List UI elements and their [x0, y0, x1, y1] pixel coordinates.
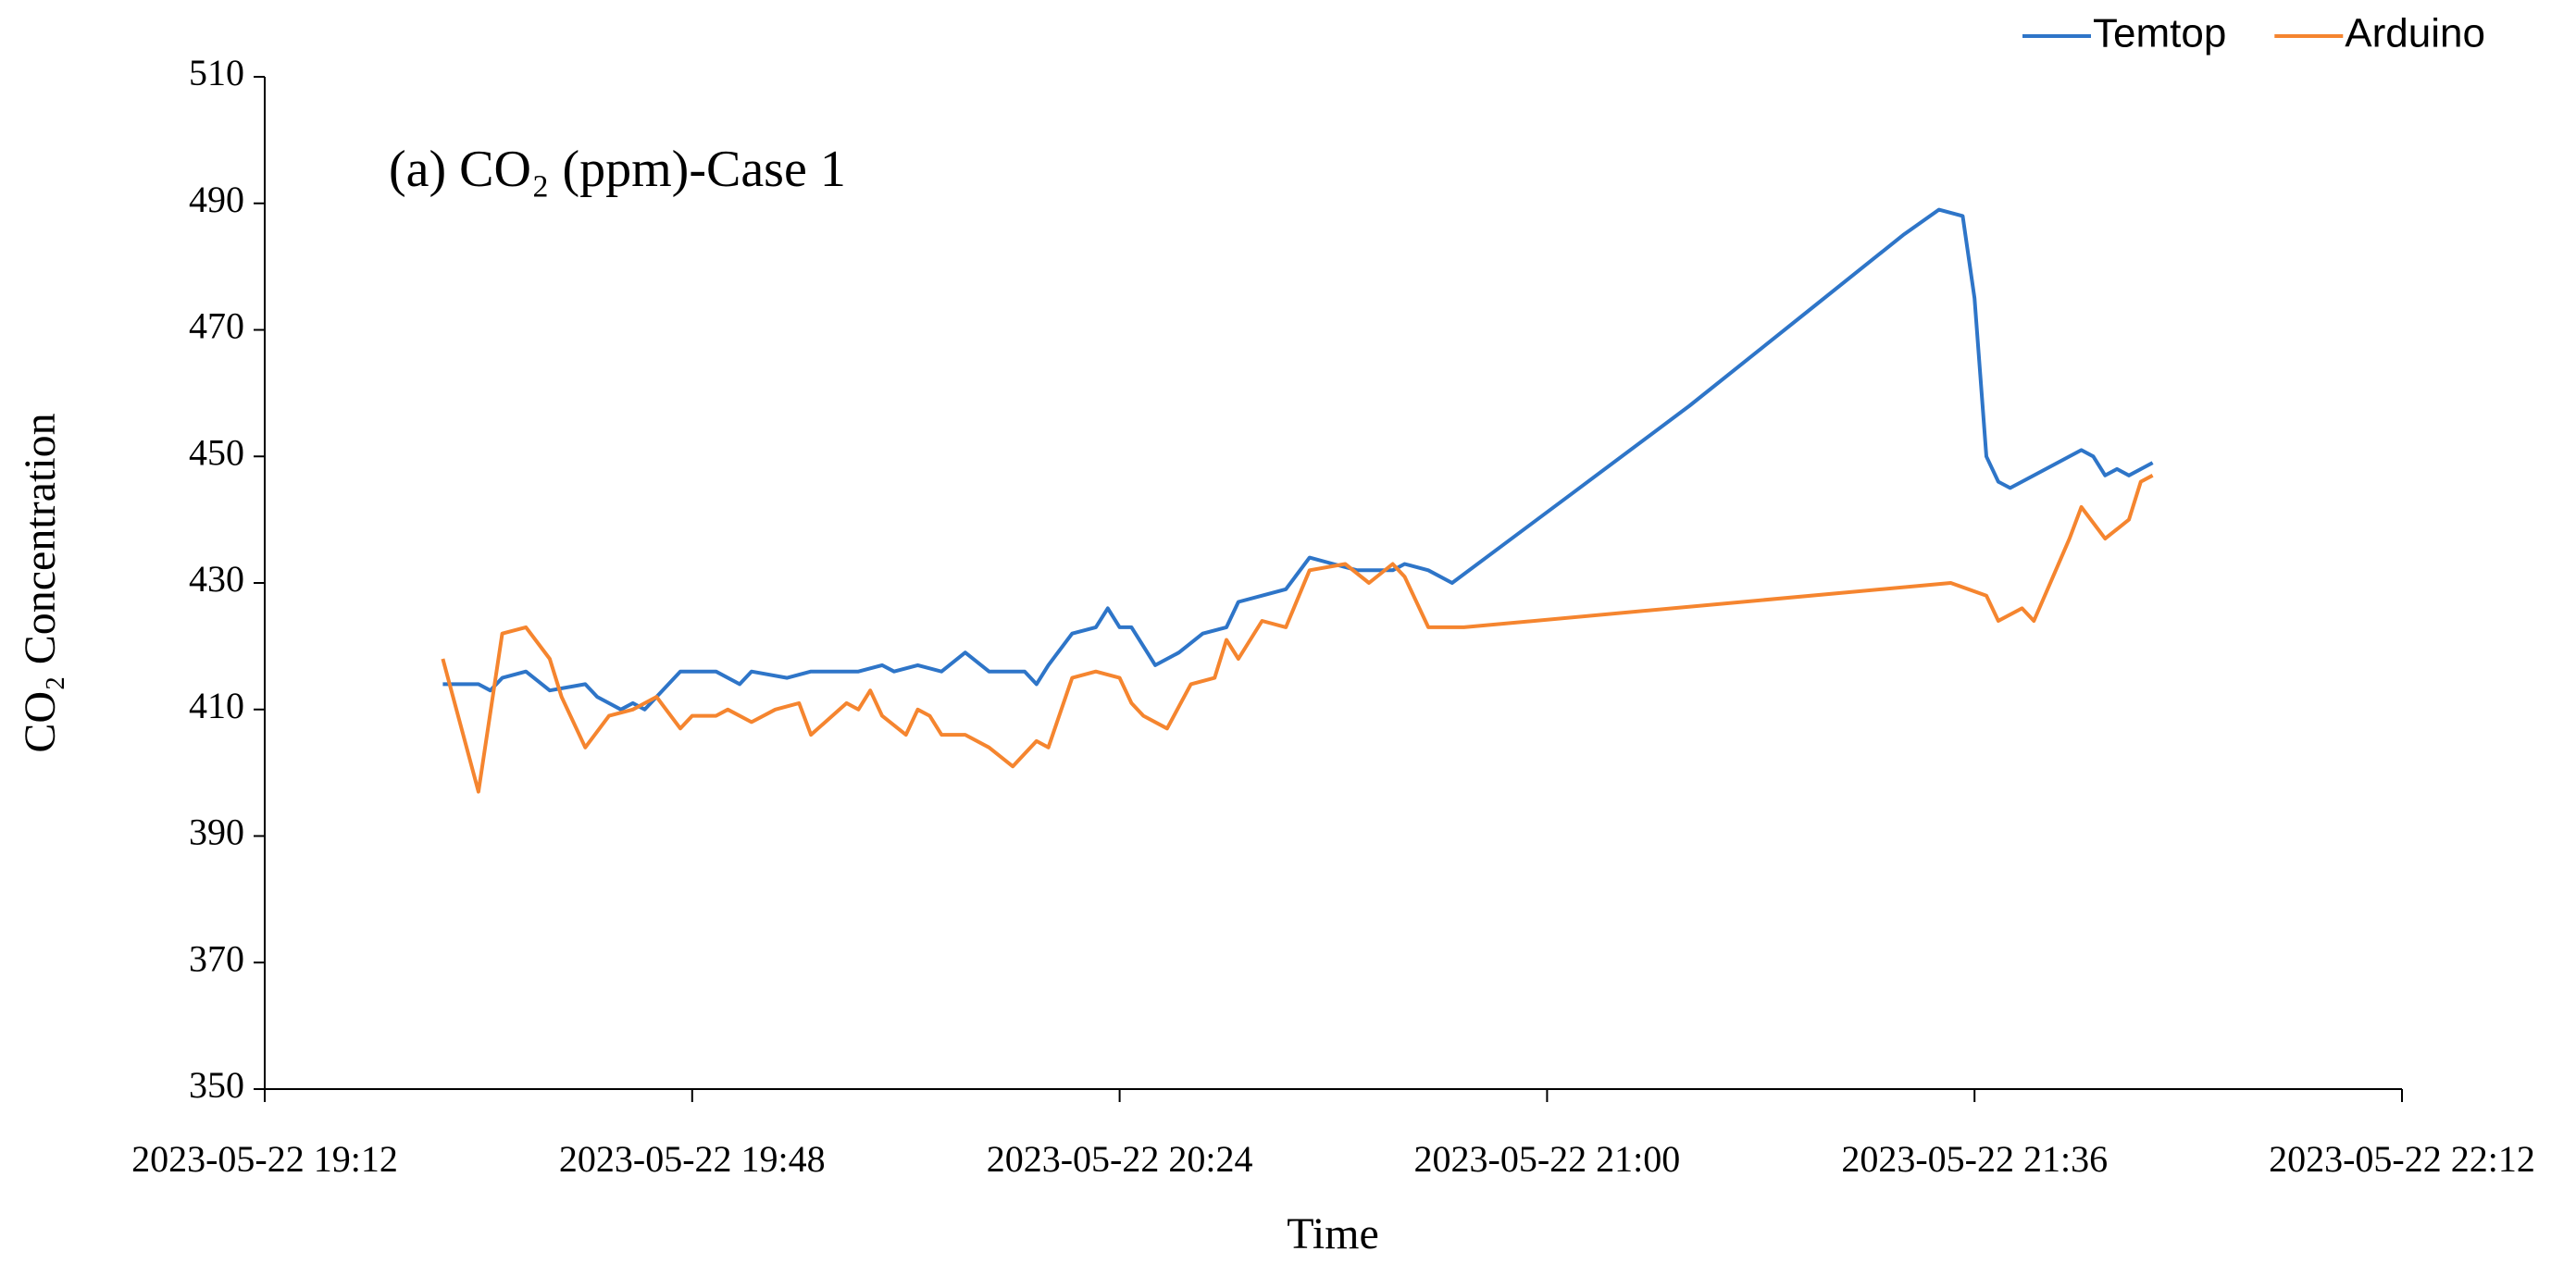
y-tick-label: 350: [189, 1064, 244, 1106]
x-tick-label: 2023-05-22 22:12: [2269, 1138, 2535, 1180]
y-tick-label: 510: [189, 52, 244, 93]
y-tick-label: 430: [189, 558, 244, 600]
legend-label: Temtop: [2093, 11, 2226, 56]
x-axis-label: Time: [1287, 1209, 1379, 1258]
y-tick-label: 470: [189, 305, 244, 347]
x-tick-label: 2023-05-22 21:00: [1414, 1138, 1681, 1180]
series-line: [441, 474, 2154, 794]
series-line: [442, 207, 2154, 712]
y-tick-label: 450: [189, 431, 244, 473]
legend-label: Arduino: [2345, 11, 2485, 56]
y-tick-label: 390: [189, 811, 244, 853]
y-tick-label: 410: [189, 685, 244, 726]
x-tick-label: 2023-05-22 19:12: [131, 1138, 398, 1180]
x-tick-label: 2023-05-22 21:36: [1841, 1138, 2108, 1180]
y-axis-label: CO₂ Concentration: [16, 413, 65, 752]
chart-title: (a) CO₂ (ppm)-Case 1: [389, 141, 846, 198]
y-tick-label: 490: [189, 179, 244, 220]
y-tick-label: 370: [189, 937, 244, 979]
x-tick-label: 2023-05-22 19:48: [559, 1138, 826, 1180]
x-tick-label: 2023-05-22 20:24: [987, 1138, 1253, 1180]
